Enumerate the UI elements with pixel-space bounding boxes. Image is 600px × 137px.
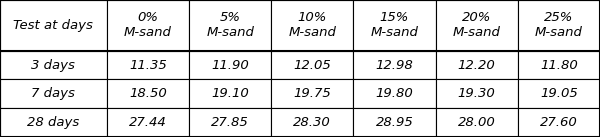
Bar	[189, 108, 271, 137]
Bar	[189, 51, 271, 79]
Text: 12.05: 12.05	[293, 59, 331, 72]
Text: 19.80: 19.80	[376, 87, 413, 100]
Text: 11.90: 11.90	[211, 59, 249, 72]
Bar	[0, 0, 107, 51]
Bar	[436, 0, 518, 51]
Text: 28.95: 28.95	[376, 116, 413, 129]
Bar	[107, 51, 189, 79]
Bar	[436, 108, 518, 137]
Text: 3 days: 3 days	[31, 59, 76, 72]
Bar	[436, 51, 518, 79]
Text: 19.30: 19.30	[458, 87, 496, 100]
Text: 15%
M-sand: 15% M-sand	[371, 11, 418, 39]
Bar	[353, 51, 436, 79]
Bar	[0, 51, 107, 79]
Bar	[271, 79, 353, 108]
Bar	[0, 108, 107, 137]
Bar	[271, 51, 353, 79]
Bar	[518, 0, 600, 51]
Text: 12.20: 12.20	[458, 59, 496, 72]
Text: Test at days: Test at days	[13, 19, 94, 32]
Bar	[107, 79, 189, 108]
Text: 5%
M-sand: 5% M-sand	[206, 11, 254, 39]
Bar	[107, 108, 189, 137]
Text: 11.35: 11.35	[129, 59, 167, 72]
Bar	[353, 79, 436, 108]
Text: 28.30: 28.30	[293, 116, 331, 129]
Text: 28 days: 28 days	[27, 116, 80, 129]
Bar	[271, 108, 353, 137]
Bar	[353, 108, 436, 137]
Bar	[189, 0, 271, 51]
Text: 20%
M-sand: 20% M-sand	[453, 11, 500, 39]
Text: 25%
M-sand: 25% M-sand	[535, 11, 583, 39]
Bar	[518, 108, 600, 137]
Bar	[107, 0, 189, 51]
Bar	[518, 79, 600, 108]
Text: 10%
M-sand: 10% M-sand	[289, 11, 336, 39]
Bar	[436, 79, 518, 108]
Bar	[271, 0, 353, 51]
Bar	[0, 79, 107, 108]
Text: 19.10: 19.10	[211, 87, 249, 100]
Text: 18.50: 18.50	[129, 87, 167, 100]
Text: 0%
M-sand: 0% M-sand	[124, 11, 172, 39]
Text: 7 days: 7 days	[31, 87, 76, 100]
Text: 27.85: 27.85	[211, 116, 249, 129]
Text: 11.80: 11.80	[540, 59, 578, 72]
Text: 19.75: 19.75	[293, 87, 331, 100]
Text: 12.98: 12.98	[376, 59, 413, 72]
Text: 27.60: 27.60	[540, 116, 578, 129]
Bar	[518, 51, 600, 79]
Text: 19.05: 19.05	[540, 87, 578, 100]
Text: 28.00: 28.00	[458, 116, 496, 129]
Bar	[189, 79, 271, 108]
Text: 27.44: 27.44	[129, 116, 167, 129]
Bar	[353, 0, 436, 51]
